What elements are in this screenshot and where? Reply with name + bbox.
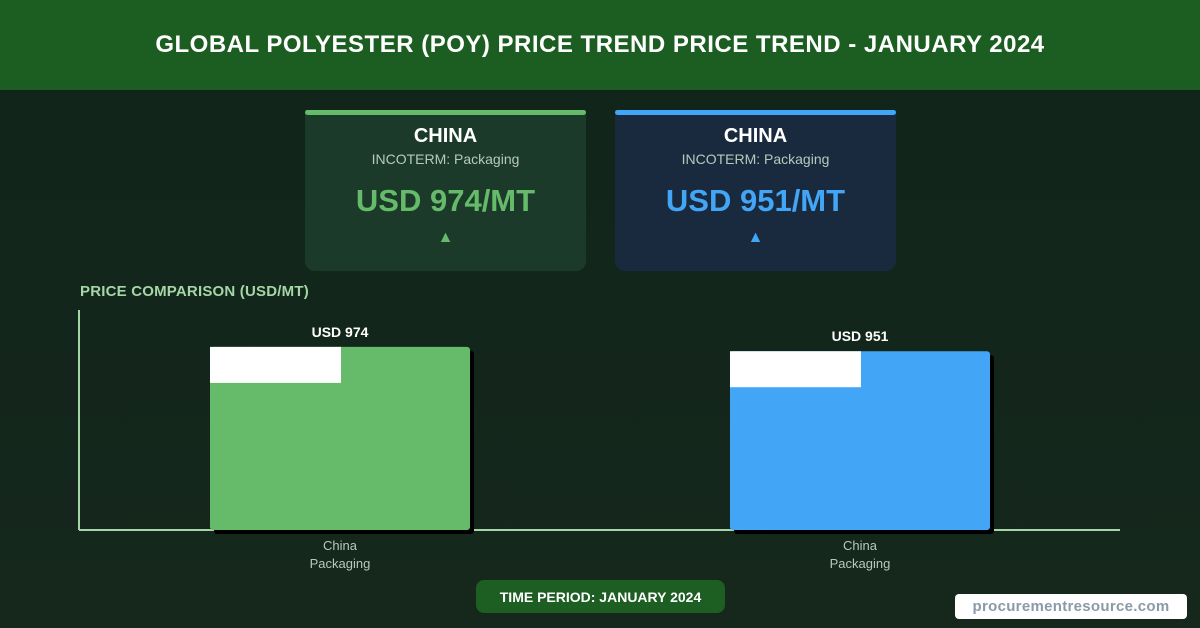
card-price: USD 974/MT	[355, 183, 536, 218]
bar-label-patch	[210, 346, 341, 383]
card-incoterm: INCOTERM: Packaging	[371, 151, 520, 167]
price-card-china-blue: CHINA INCOTERM: Packaging USD 951/MT ▲	[615, 110, 896, 271]
watermark-text: procurementresource.com	[972, 598, 1170, 615]
bar-2	[730, 351, 990, 530]
x-tick-label: China	[843, 538, 878, 553]
card-price: USD 951/MT	[665, 183, 846, 218]
price-card-china-green: CHINA INCOTERM: Packaging USD 974/MT ▲	[305, 110, 586, 271]
time-period-label: TIME PERIOD: JANUARY 2024	[499, 588, 702, 605]
time-period-badge: TIME PERIOD: JANUARY 2024	[476, 580, 725, 613]
card-country: CHINA	[723, 125, 788, 147]
bar-value-label: USD 951	[832, 328, 889, 344]
card-incoterm: INCOTERM: Packaging	[681, 151, 830, 167]
page-title: GLOBAL POLYESTER (POY) PRICE TREND PRICE…	[155, 31, 1045, 58]
chart-section-title: PRICE COMPARISON (USD/MT)	[80, 283, 309, 300]
x-tick-label: China	[323, 538, 358, 553]
up-arrow-icon: ▲	[747, 229, 764, 246]
card-accent-bar	[305, 110, 586, 115]
price-comparison-chart: USD 974 China Packaging USD 951 China Packagi…	[78, 310, 1120, 571]
x-tick-label: Packaging	[310, 556, 371, 571]
bar-value-label: USD 974	[312, 324, 369, 340]
card-country: CHINA	[413, 125, 478, 147]
bar-1	[210, 346, 470, 530]
up-arrow-icon: ▲	[437, 229, 454, 246]
card-accent-bar	[615, 110, 896, 115]
x-tick-label: Packaging	[830, 556, 891, 571]
watermark-link[interactable]: procurementresource.com	[955, 594, 1187, 619]
bar-label-patch	[730, 351, 861, 388]
header-banner: GLOBAL POLYESTER (POY) PRICE TREND PRICE…	[0, 0, 1200, 90]
